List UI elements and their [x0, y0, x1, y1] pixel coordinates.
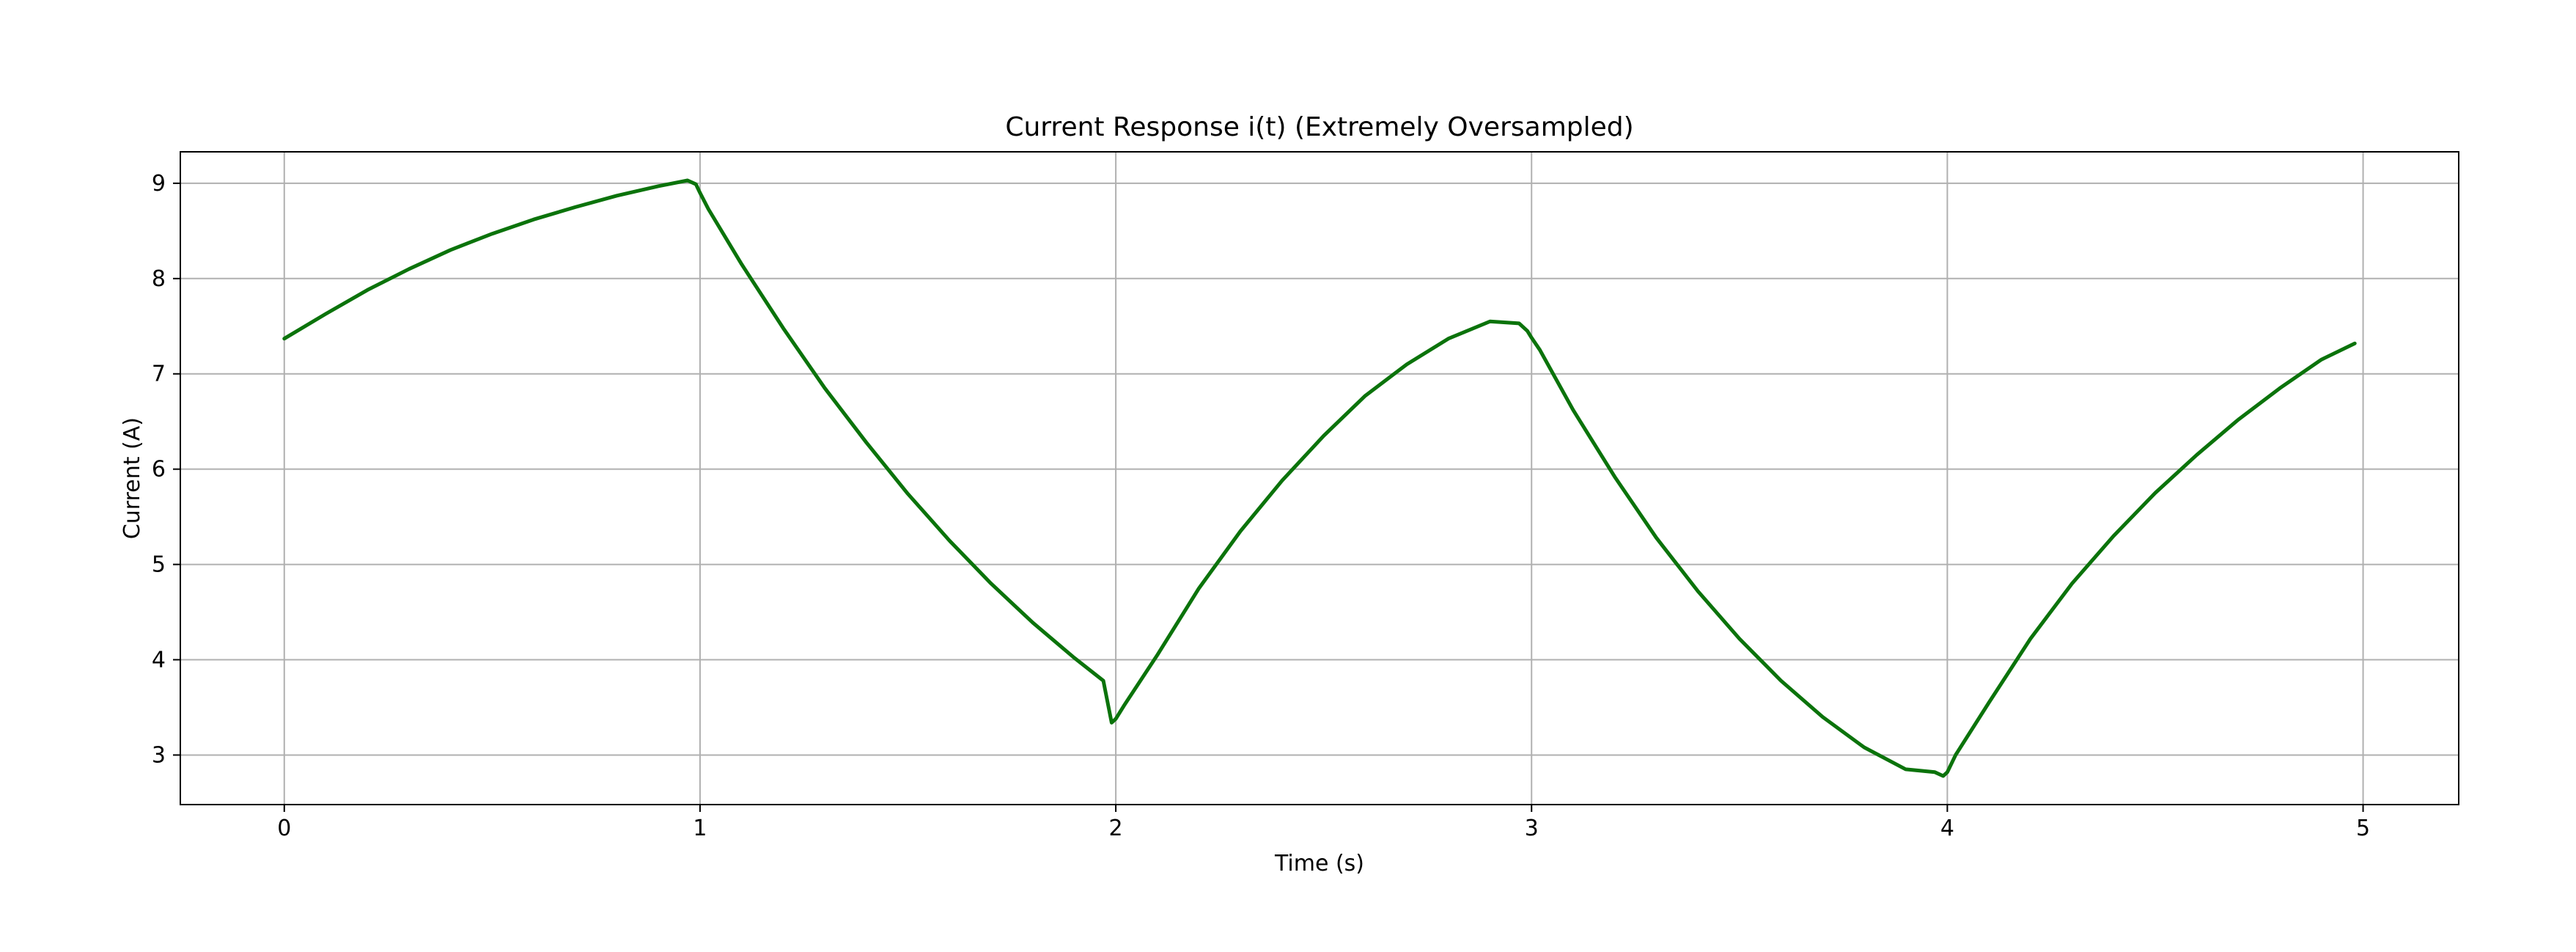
y-tick-label: 5: [152, 552, 166, 578]
y-tick-label: 6: [152, 457, 166, 483]
grid-layer: [180, 152, 2459, 805]
x-tick-label: 4: [1940, 816, 1954, 841]
chart-title: Current Response i(t) (Extremely Oversam…: [1005, 112, 1633, 142]
y-tick-label: 8: [152, 266, 166, 292]
y-axis-label: Current (A): [119, 417, 145, 539]
series-layer: [282, 178, 2357, 778]
x-tick-label: 5: [2356, 816, 2370, 841]
plot-frame: [180, 151, 2459, 805]
x-tick-label: 3: [1525, 816, 1539, 841]
x-tick-label: 2: [1109, 816, 1123, 841]
y-tick-label: 4: [152, 648, 166, 673]
x-tick-label: 1: [693, 816, 707, 841]
y-tick-label: 3: [152, 742, 166, 768]
x-tick-label: 0: [277, 816, 291, 841]
x-axis-label: Time (s): [1274, 851, 1364, 876]
tick-layer: 0 1 2 3 4 5 3 4 5 6 7 8 9: [152, 171, 2370, 841]
y-tick-label: 9: [152, 171, 166, 197]
y-tick-label: 7: [152, 362, 166, 387]
current-series-line: [282, 178, 2357, 778]
